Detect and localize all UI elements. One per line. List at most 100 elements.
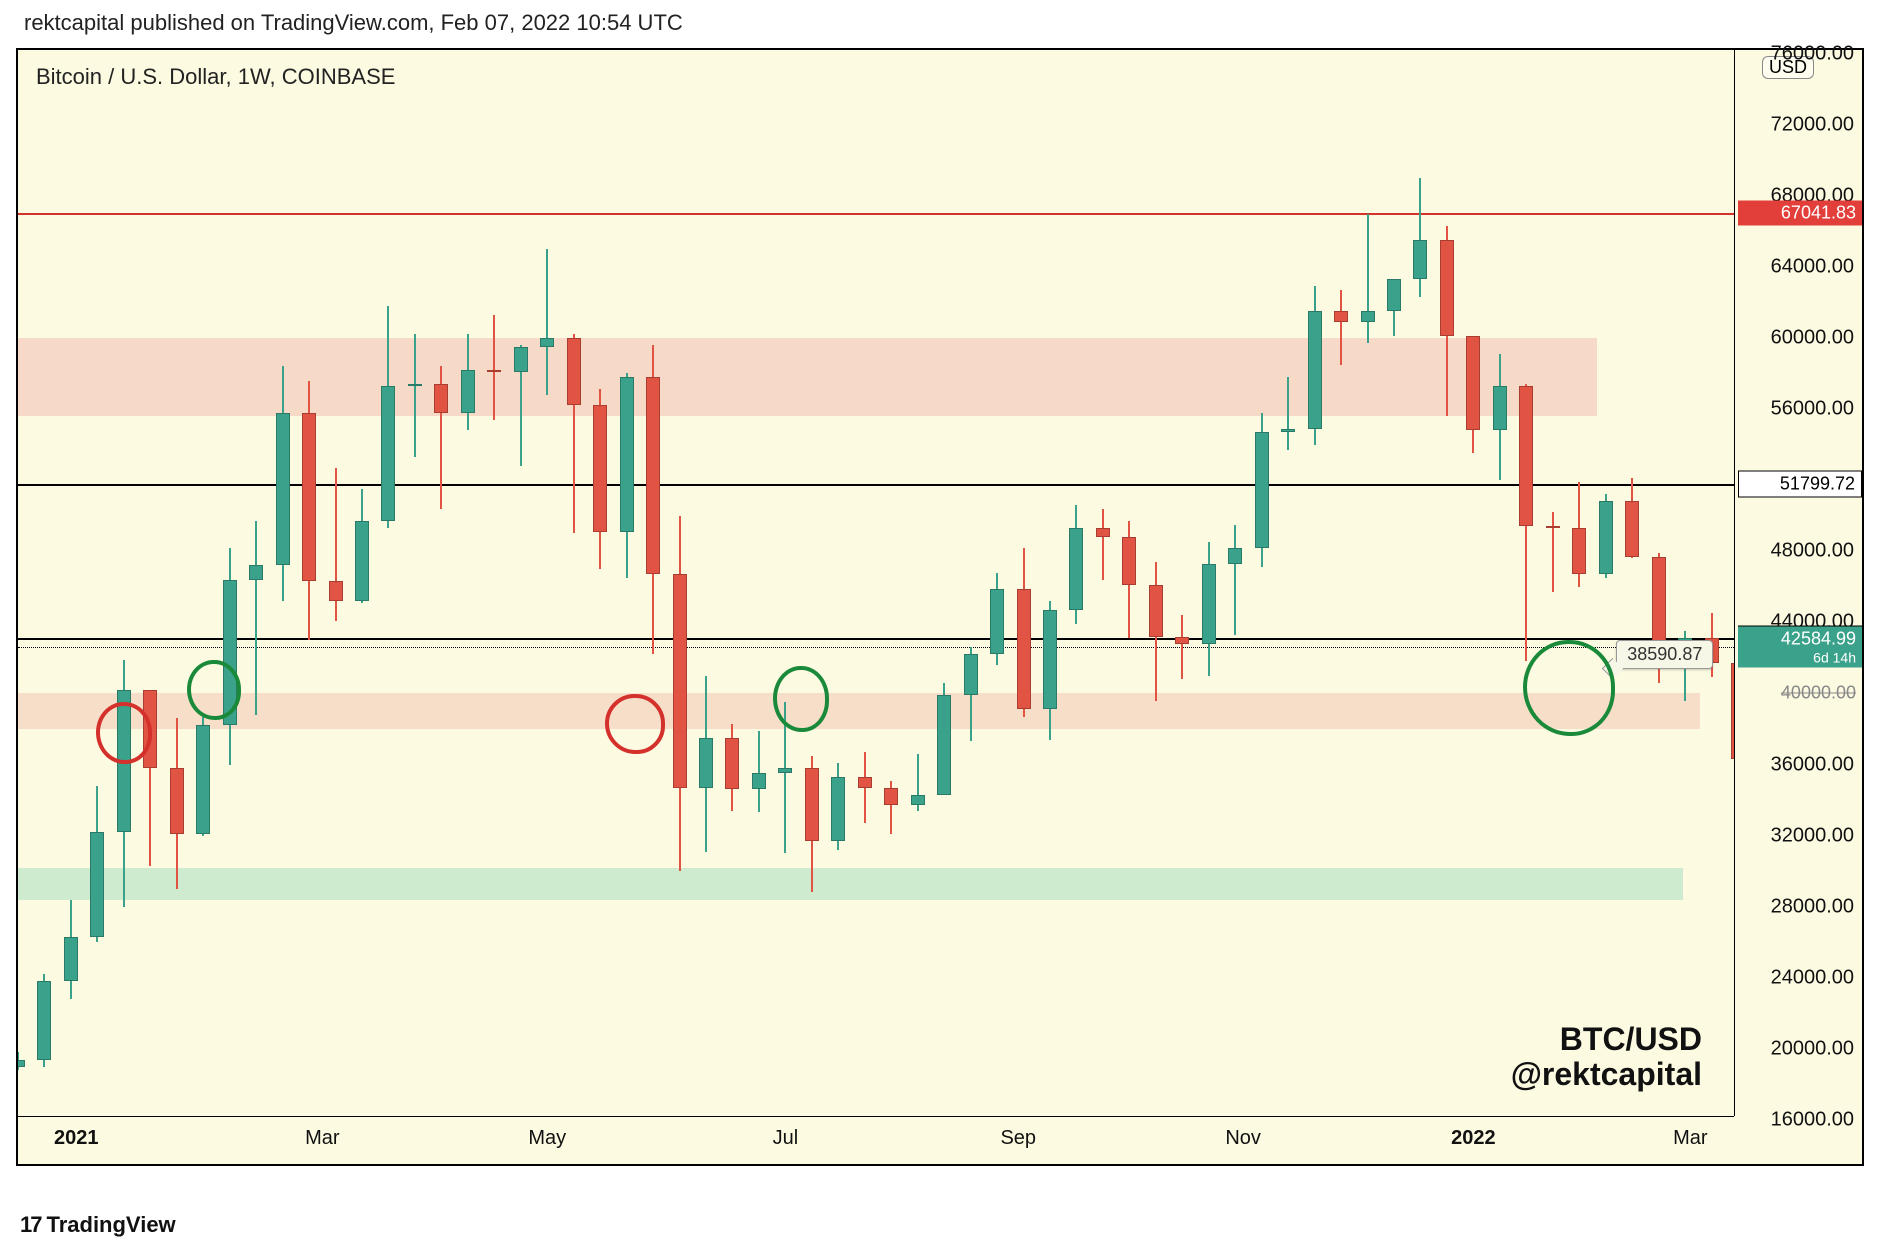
candle bbox=[752, 731, 766, 813]
y-tick: 36000.00 bbox=[1771, 753, 1854, 776]
tradingview-icon: ‎‎17 bbox=[20, 1212, 40, 1238]
candle bbox=[831, 763, 845, 850]
footer-brand: ‎‎17TradingView bbox=[20, 1212, 176, 1238]
y-tick: 24000.00 bbox=[1771, 966, 1854, 989]
candle bbox=[381, 306, 395, 528]
candle bbox=[1096, 509, 1110, 580]
chart-frame: Bitcoin / U.S. Dollar, 1W, COINBASE 3859… bbox=[16, 48, 1864, 1166]
candle bbox=[884, 781, 898, 834]
candle bbox=[1202, 542, 1216, 675]
candle bbox=[434, 366, 448, 508]
candle bbox=[1599, 494, 1613, 578]
candle bbox=[1228, 525, 1242, 635]
candle bbox=[1361, 214, 1375, 344]
y-tick: 48000.00 bbox=[1771, 540, 1854, 563]
candle bbox=[18, 1052, 25, 1070]
current-price-line bbox=[18, 647, 1734, 648]
candle bbox=[1149, 562, 1163, 701]
candle bbox=[90, 786, 104, 942]
candle bbox=[1122, 521, 1136, 638]
candle bbox=[223, 548, 237, 765]
candle bbox=[567, 334, 581, 533]
candle bbox=[805, 756, 819, 893]
candle bbox=[487, 315, 501, 420]
candle bbox=[1017, 548, 1031, 717]
x-tick: Mar bbox=[305, 1127, 339, 1150]
price-label: 40000.00 bbox=[1738, 681, 1862, 706]
y-tick: 72000.00 bbox=[1771, 113, 1854, 136]
candle bbox=[990, 573, 1004, 665]
candle bbox=[461, 334, 475, 430]
candle bbox=[593, 389, 607, 569]
y-tick: 76000.00 bbox=[1771, 42, 1854, 65]
watermark-line2: @rektcapital bbox=[1511, 1057, 1702, 1092]
candle bbox=[937, 683, 951, 795]
candle bbox=[725, 724, 739, 811]
x-tick: Nov bbox=[1225, 1127, 1261, 1150]
y-tick: 32000.00 bbox=[1771, 824, 1854, 847]
annotation-circle bbox=[187, 660, 241, 720]
candle bbox=[964, 647, 978, 741]
y-tick: 60000.00 bbox=[1771, 326, 1854, 349]
candle bbox=[302, 381, 316, 641]
candle bbox=[117, 660, 131, 907]
mid-supply-zone bbox=[18, 693, 1700, 729]
ath-line bbox=[18, 213, 1734, 215]
plot-area[interactable]: 38590.87 bbox=[18, 50, 1734, 1116]
candle bbox=[858, 752, 872, 823]
time-axis[interactable]: 2021MarMayJulSepNov2022Mar bbox=[18, 1116, 1734, 1164]
y-tick: 28000.00 bbox=[1771, 895, 1854, 918]
y-tick: 56000.00 bbox=[1771, 398, 1854, 421]
watermark-line1: BTC/USD bbox=[1511, 1022, 1702, 1057]
candle bbox=[1519, 384, 1533, 661]
lower-key-line bbox=[18, 638, 1734, 640]
candle bbox=[1413, 178, 1427, 297]
x-tick: Jul bbox=[773, 1127, 799, 1150]
candle bbox=[355, 489, 369, 603]
candle bbox=[1466, 336, 1480, 453]
price-axis[interactable]: USD 16000.0020000.0024000.0028000.003200… bbox=[1734, 50, 1862, 1116]
candle bbox=[1255, 413, 1269, 568]
candle bbox=[329, 468, 343, 621]
candle bbox=[196, 717, 210, 836]
candle bbox=[1281, 377, 1295, 450]
price-label: 51799.72 bbox=[1738, 470, 1862, 497]
candle bbox=[699, 676, 713, 852]
candle bbox=[170, 718, 184, 889]
candle bbox=[1334, 290, 1348, 365]
x-tick: Sep bbox=[1000, 1127, 1036, 1150]
candle bbox=[673, 516, 687, 871]
x-tick: Mar bbox=[1673, 1127, 1707, 1150]
y-tick: 20000.00 bbox=[1771, 1037, 1854, 1060]
x-tick: 2021 bbox=[54, 1127, 99, 1150]
annotation-circle bbox=[96, 702, 152, 764]
candle bbox=[408, 334, 422, 457]
candle bbox=[514, 345, 528, 466]
price-tooltip: 38590.87 bbox=[1616, 640, 1713, 669]
candle bbox=[646, 345, 660, 654]
lower-demand-zone bbox=[18, 868, 1683, 900]
y-tick: 64000.00 bbox=[1771, 255, 1854, 278]
candle bbox=[1308, 286, 1322, 444]
annotation-circle bbox=[605, 694, 665, 754]
y-tick: 16000.00 bbox=[1771, 1109, 1854, 1132]
price-label: 67041.83 bbox=[1738, 200, 1862, 225]
candle bbox=[1175, 615, 1189, 679]
watermark: BTC/USD @rektcapital bbox=[1511, 1022, 1702, 1092]
candle bbox=[540, 249, 554, 395]
candle bbox=[1625, 478, 1639, 558]
x-tick: May bbox=[528, 1127, 566, 1150]
candle bbox=[276, 366, 290, 601]
candle bbox=[1043, 601, 1057, 740]
publish-header: rektcapital published on TradingView.com… bbox=[24, 10, 683, 36]
annotation-circle bbox=[1523, 640, 1615, 736]
price-label: 42584.996d 14h bbox=[1738, 627, 1862, 668]
candle bbox=[249, 521, 263, 715]
candle bbox=[1546, 512, 1560, 592]
candle bbox=[1387, 279, 1401, 336]
candle bbox=[911, 754, 925, 811]
candle bbox=[1069, 505, 1083, 624]
candle bbox=[1493, 354, 1507, 480]
candle bbox=[1440, 226, 1454, 416]
annotation-circle bbox=[773, 666, 829, 732]
